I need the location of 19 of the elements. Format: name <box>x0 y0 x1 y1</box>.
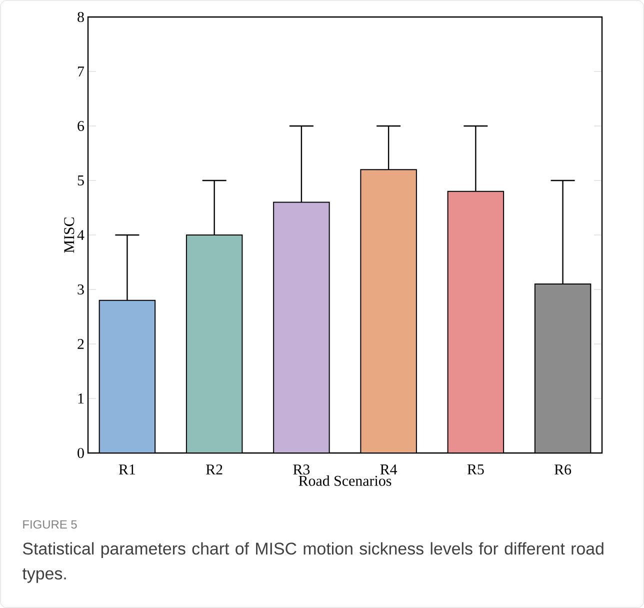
x-axis-title: Road Scenarios <box>298 475 392 486</box>
y-tick-label: 2 <box>78 339 84 349</box>
y-tick-label: 1 <box>78 394 84 404</box>
x-tick-label: R5 <box>467 464 484 474</box>
y-tick-label: 4 <box>77 230 84 240</box>
y-tick-label: 8 <box>78 12 84 22</box>
x-tick-label: R2 <box>206 464 222 474</box>
x-tick-label: R3 <box>293 464 310 475</box>
text: Statistical parameters chart of MISC motion sickness levels for different road types. <box>22 542 604 583</box>
x-tick-label: R6 <box>554 464 572 475</box>
y-tick-label: 0 <box>78 448 84 458</box>
caption: FIGURE 5 <box>23 520 77 529</box>
x-tick-label: R4 <box>380 464 398 474</box>
y-axis-title: MISC <box>64 218 74 253</box>
y-tick-label: 5 <box>78 176 84 186</box>
y-tick-label: 7 <box>78 66 84 76</box>
y-tick-label: 3 <box>78 284 84 294</box>
y-tick-label: 6 <box>78 120 84 131</box>
x-tick-label: R1 <box>118 464 136 474</box>
